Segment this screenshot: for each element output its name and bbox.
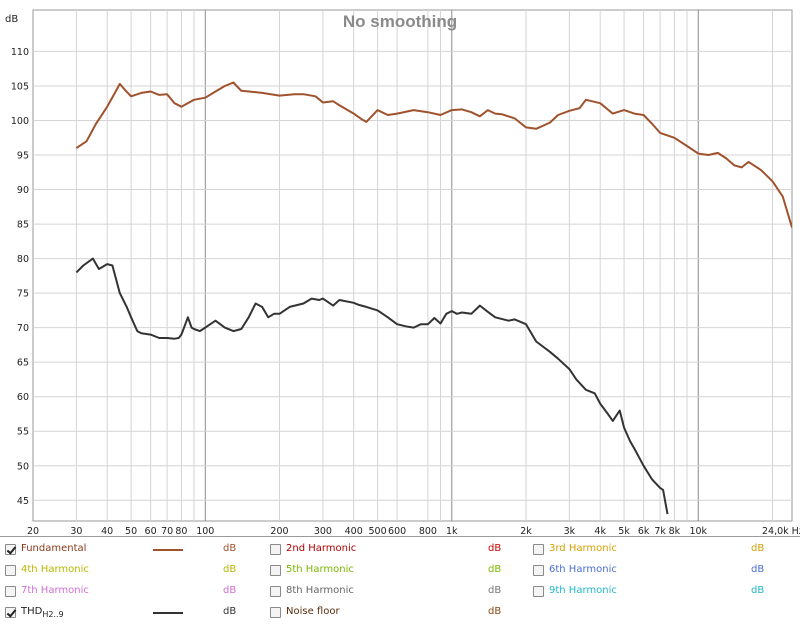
x-tick-label: 1k	[446, 526, 458, 536]
legend-unit: dB	[751, 543, 765, 554]
6th-harmonic-checkbox[interactable]	[533, 565, 544, 576]
noise-floor-checkbox[interactable]	[270, 607, 281, 618]
x-tick-label: 200	[270, 526, 288, 536]
y-tick-label: 75	[17, 289, 29, 300]
x-tick-label: 500	[369, 526, 387, 536]
thd-checkbox[interactable]	[5, 607, 16, 618]
legend-label: Fundamental	[21, 543, 87, 554]
x-tick-label: 400	[345, 526, 363, 536]
x-tick-label: 6k	[638, 526, 650, 536]
y-tick-label: 85	[17, 220, 29, 231]
7th-harmonic-checkbox[interactable]	[5, 586, 16, 597]
legend-item-thd: THDH2..9 dB	[5, 606, 243, 625]
x-tick-label: 300	[314, 526, 332, 536]
legend-unit: dB	[223, 585, 237, 596]
legend-item-4th-harmonic: 4th Harmonic dB	[5, 564, 243, 583]
chart-title: No smoothing	[343, 12, 457, 31]
y-tick-label: 70	[17, 323, 29, 334]
legend-unit: dB	[488, 543, 502, 554]
legend-item-3rd-harmonic: 3rd Harmonic dB	[533, 543, 771, 562]
y-tick-label: 80	[17, 254, 29, 265]
y-tick-label: 50	[17, 461, 29, 472]
legend-label: 9th Harmonic	[549, 585, 617, 596]
legend-label: THDH2..9	[21, 606, 64, 619]
legend-swatch	[153, 549, 183, 551]
x-tick-label: 4k	[594, 526, 606, 536]
y-tick-label: 55	[17, 427, 29, 438]
fundamental-checkbox[interactable]	[5, 544, 16, 555]
y-tick-label: 60	[17, 392, 29, 403]
y-tick-label: 45	[17, 496, 29, 507]
legend-unit: dB	[488, 585, 502, 596]
x-tick-label: 30	[70, 526, 82, 536]
4th-harmonic-checkbox[interactable]	[5, 565, 16, 576]
5th-harmonic-checkbox[interactable]	[270, 565, 281, 576]
legend-item-7th-harmonic: 7th Harmonic dB	[5, 585, 243, 604]
legend-item-fundamental: Fundamental dB	[5, 543, 243, 562]
x-tick-label: 50	[125, 526, 137, 536]
legend-panel: Fundamental dB 2nd Harmonic dB 3rd Harmonic d…	[0, 536, 800, 625]
x-tick-label: 70	[161, 526, 173, 536]
legend-label: Noise floor	[286, 606, 340, 617]
y-tick-label: 100	[11, 116, 29, 127]
9th-harmonic-checkbox[interactable]	[533, 586, 544, 597]
legend-unit: dB	[488, 564, 502, 575]
legend-unit: dB	[223, 543, 237, 554]
frequency-response-chart: 20 30 40 50 60 70 80 100 200 300 400 500 600 800 1k 2k 3…	[5, 9, 800, 536]
legend-item-6th-harmonic: 6th Harmonic dB	[533, 564, 771, 583]
x-tick-label: 60	[145, 526, 157, 536]
x-tick-label: 5k	[618, 526, 630, 536]
x-tick-label: 100	[196, 526, 214, 536]
legend-label: 3rd Harmonic	[549, 543, 617, 554]
y-tick-label: 90	[17, 185, 29, 196]
legend-item-9th-harmonic: 9th Harmonic dB	[533, 585, 771, 604]
x-tick-label: 8k	[669, 526, 681, 536]
x-tick-label: 20	[27, 526, 39, 536]
2nd-harmonic-checkbox[interactable]	[270, 544, 281, 555]
legend-unit: dB	[751, 564, 765, 575]
legend-unit: dB	[751, 585, 765, 596]
x-tick-label: 10k	[689, 526, 707, 536]
legend-label: 4th Harmonic	[21, 564, 89, 575]
plot-area	[32, 9, 793, 522]
legend-item-8th-harmonic: 8th Harmonic dB	[270, 585, 508, 604]
legend-item-2nd-harmonic: 2nd Harmonic dB	[270, 543, 508, 562]
x-tick-label: 600	[388, 526, 406, 536]
x-tick-label: 80	[175, 526, 187, 536]
y-unit-label: dB	[5, 14, 18, 25]
legend-label: 6th Harmonic	[549, 564, 617, 575]
legend-unit: dB	[223, 564, 237, 575]
x-tick-label: 800	[419, 526, 437, 536]
x-tick-label: 2k	[520, 526, 532, 536]
y-tick-label: 65	[17, 358, 29, 369]
legend-label: 7th Harmonic	[21, 585, 89, 596]
series-line-fundamental	[75, 81, 792, 228]
legend-label: 8th Harmonic	[286, 585, 354, 596]
legend-label: 2nd Harmonic	[286, 543, 357, 554]
legend-label: 5th Harmonic	[286, 564, 354, 575]
x-tick-label: 24,0k Hz	[762, 526, 800, 536]
y-tick-label: 110	[11, 47, 29, 58]
y-tick-label: 105	[11, 81, 29, 92]
legend-item-noise-floor: Noise floor dB	[270, 606, 508, 625]
x-tick-label: 40	[101, 526, 113, 536]
3rd-harmonic-checkbox[interactable]	[533, 544, 544, 555]
8th-harmonic-checkbox[interactable]	[270, 586, 281, 597]
x-tick-label: 3k	[564, 526, 576, 536]
x-tick-label: 7k	[654, 526, 666, 536]
legend-unit: dB	[223, 606, 237, 617]
legend-item-5th-harmonic: 5th Harmonic dB	[270, 564, 508, 583]
legend-unit: dB	[488, 606, 502, 617]
series-line-thd	[75, 257, 669, 515]
y-tick-label: 95	[17, 151, 29, 162]
legend-swatch	[153, 612, 183, 614]
